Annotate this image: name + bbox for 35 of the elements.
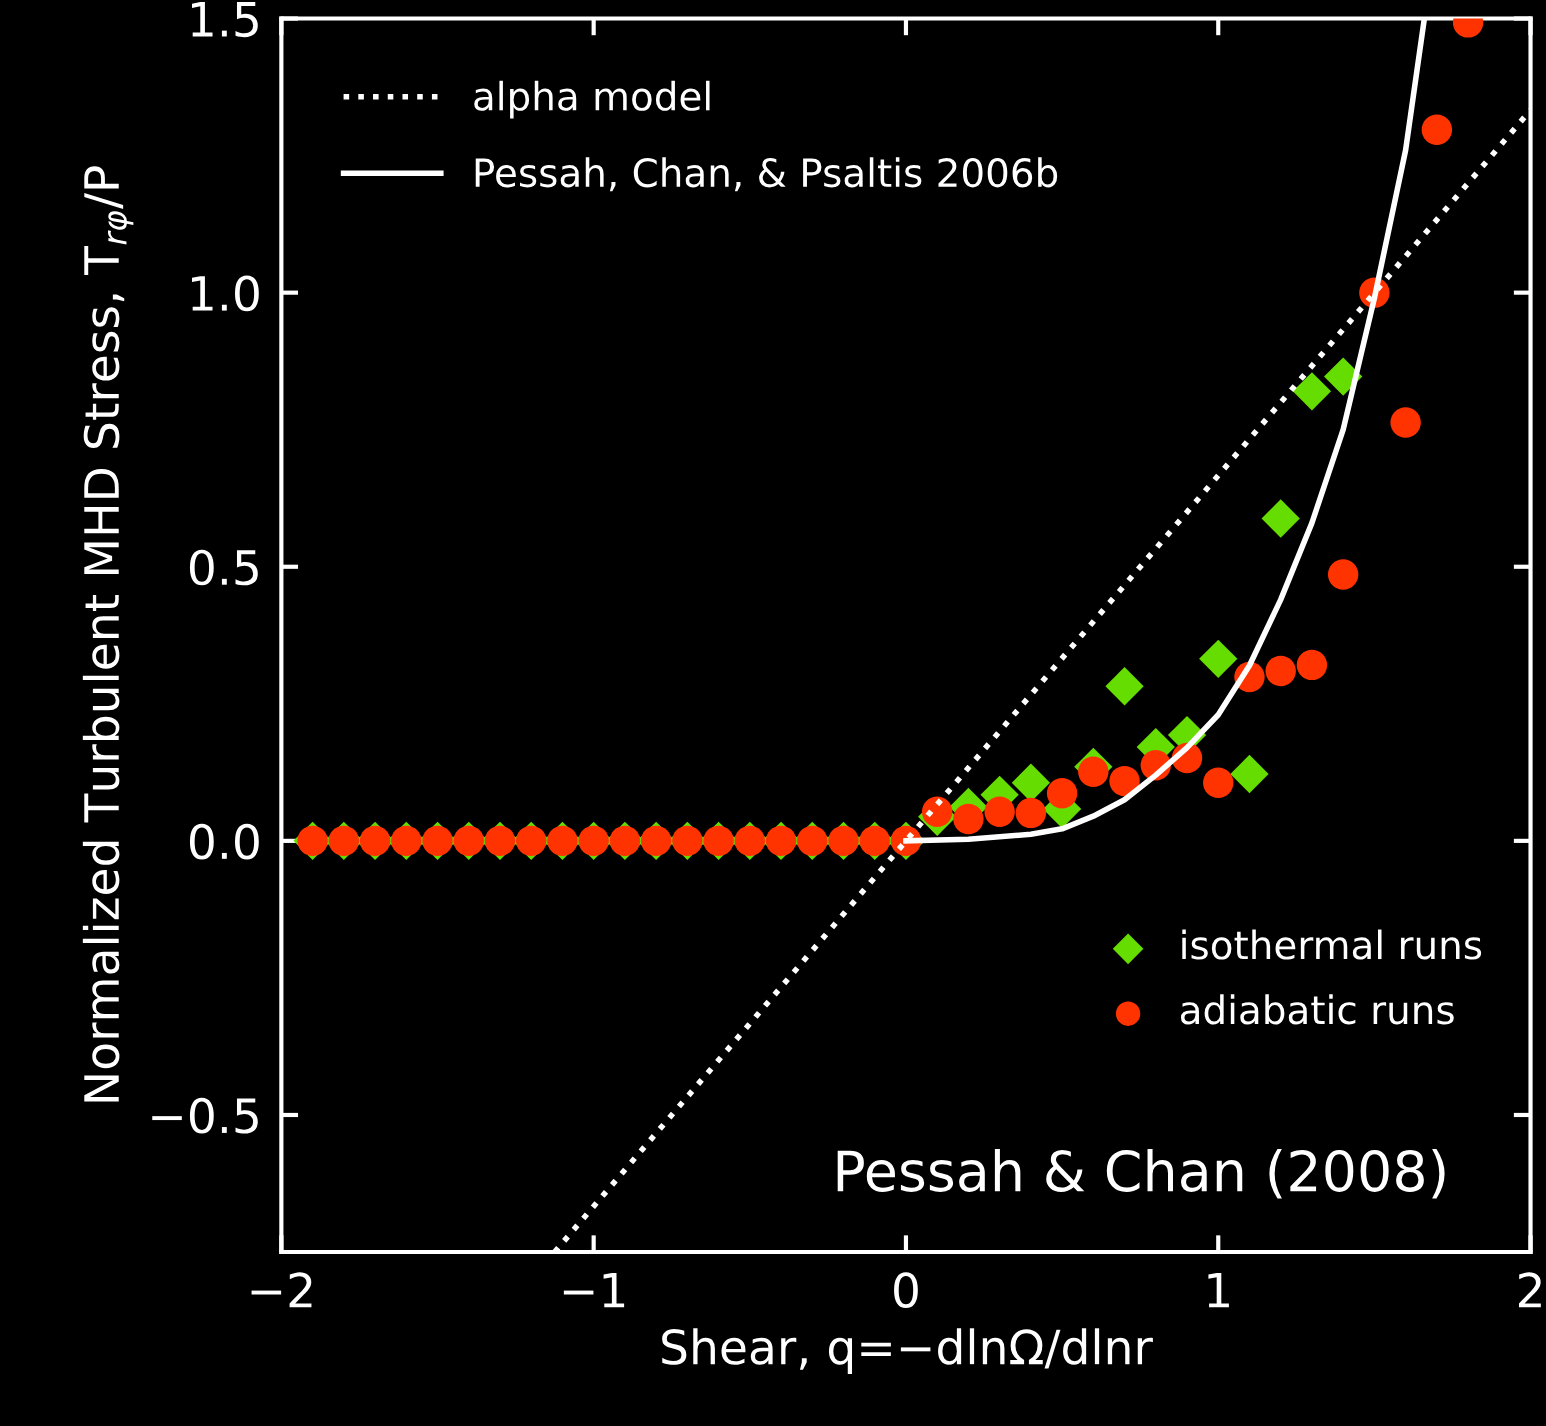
- point: [1105, 667, 1144, 706]
- point: [1015, 797, 1047, 829]
- point: [953, 803, 984, 835]
- point: [1203, 767, 1234, 798]
- legend-label: isothermal runs: [1182, 929, 1482, 960]
- x-tick-label: 2: [1518, 1272, 1541, 1308]
- point: [984, 796, 1015, 828]
- point: [1261, 499, 1300, 538]
- y-tick-label: 0.5: [189, 549, 258, 586]
- annotation: Pessah & Chan (2008): [837, 1148, 1445, 1199]
- point: [1109, 765, 1140, 797]
- y-tick-label: −0.5: [152, 1097, 258, 1134]
- point: [1078, 756, 1109, 787]
- point: [1230, 754, 1269, 794]
- point: [1046, 777, 1078, 809]
- legend-label: alpha model: [474, 80, 710, 119]
- point: [1296, 649, 1328, 681]
- legend-label: Pessah, Chan, & Psaltis 2006b: [475, 157, 1058, 192]
- x-tick-label: 0: [894, 1272, 918, 1309]
- x-axis-title: Shear, q=−dlnΩ/dlnr: [662, 1328, 1153, 1374]
- y-tick-label: 1.5: [192, 2, 258, 38]
- x-tick-label: −2: [251, 1272, 312, 1308]
- y-tick-label: 0.0: [189, 823, 259, 860]
- y-axis-title: Normalized Turbulent MHD Stress, T$_{rφ}$/P: [82, 166, 134, 1102]
- x-tick-label: 1: [1208, 1272, 1229, 1308]
- x-tick-label: −1: [563, 1272, 625, 1308]
- y-tick-label: 1.0: [192, 275, 259, 312]
- point: [1390, 407, 1421, 438]
- point: [1292, 372, 1332, 411]
- point: [1327, 559, 1359, 590]
- point: [1265, 655, 1296, 687]
- point: [921, 796, 953, 828]
- legend-label: adiabatic runs: [1180, 994, 1454, 1025]
- point: [1199, 639, 1238, 678]
- point: [1421, 114, 1453, 146]
